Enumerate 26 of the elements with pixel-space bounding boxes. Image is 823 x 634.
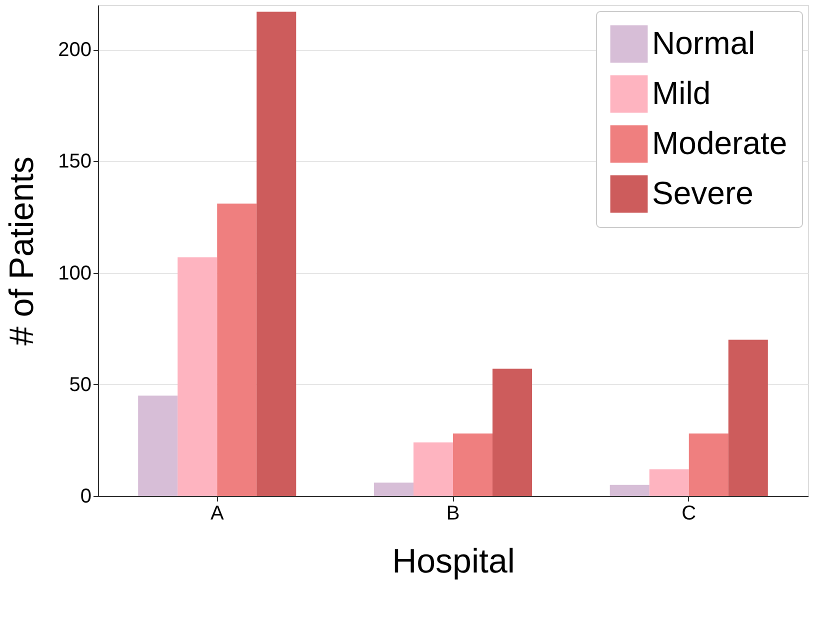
y-tick-label: 0 [80,486,92,508]
bar [453,434,493,496]
legend-label: Moderate [652,125,788,161]
bar [217,204,257,496]
y-axis-title: # of Patients [3,156,42,346]
y-tick-label: 100 [58,262,92,284]
legend-label: Normal [652,25,756,61]
bar [688,434,728,496]
bar [728,340,768,496]
legend-label: Mild [652,75,711,111]
x-axis-title: Hospital [392,542,515,580]
y-tick-label: 50 [69,374,92,396]
y-tick-label: 150 [58,150,92,173]
x-tick-label: A [210,502,224,524]
bar [178,257,218,496]
bar [492,368,532,496]
bar [138,396,178,496]
bar [374,482,414,496]
legend-label: Severe [652,175,754,211]
x-tick-label: C [682,502,696,524]
x-tick-label: B [446,502,460,524]
bar [610,484,650,496]
bar [256,12,296,496]
bar [413,442,453,496]
bar [649,469,689,496]
y-tick-label: 200 [58,39,92,62]
